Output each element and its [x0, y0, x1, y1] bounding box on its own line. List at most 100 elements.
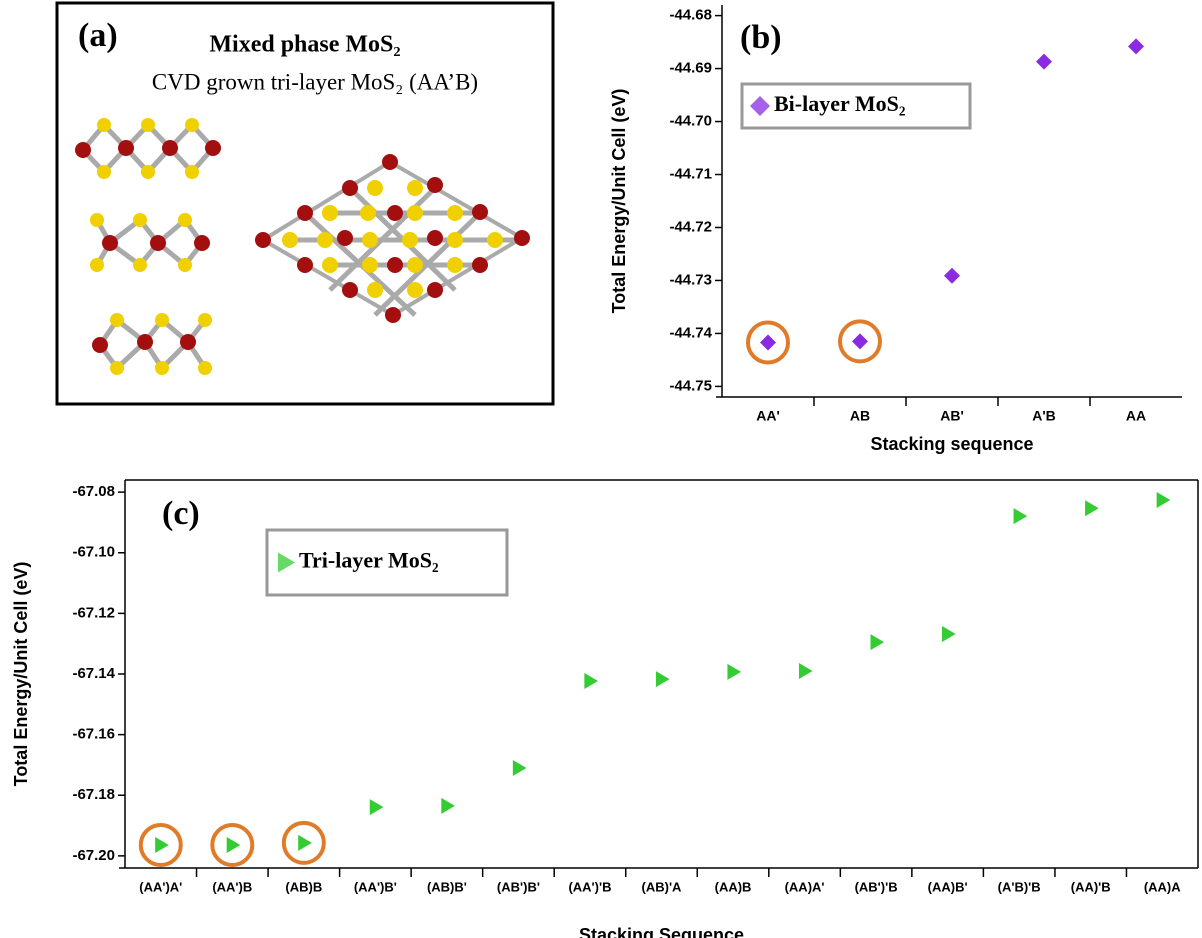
atom: [141, 165, 155, 179]
atom: [427, 282, 443, 298]
legend-label: Bi-layer MoS₂: [774, 91, 906, 116]
atom: [385, 307, 401, 323]
atom: [162, 140, 178, 156]
x-axis-label: Stacking sequence: [870, 434, 1033, 454]
atom: [447, 205, 463, 221]
panel-label: (c): [162, 495, 200, 532]
panel-frame: [55, 1, 555, 406]
atom: [97, 118, 111, 132]
point: [226, 836, 241, 853]
atom: [90, 258, 104, 272]
point: [1036, 53, 1052, 70]
y-tick-label: -44.73: [669, 271, 712, 288]
atom: [155, 313, 169, 327]
y-axis-label: Total Energy/Unit Cell (eV): [11, 562, 31, 787]
x-tick-label: AB': [940, 408, 964, 424]
point: [512, 759, 527, 776]
x-tick-label: (AB)B: [285, 879, 322, 894]
panel-subtitle: CVD grown tri-layer MoS₂ (AA’B): [152, 69, 478, 94]
atom: [472, 204, 488, 220]
point: [852, 333, 868, 350]
atom: [90, 213, 104, 227]
molecule-side-views: [75, 118, 221, 375]
atom: [322, 257, 338, 273]
atom: [447, 257, 463, 273]
atom: [407, 257, 423, 273]
point: [369, 799, 384, 816]
atom: [180, 334, 196, 350]
y-tick-label: -44.72: [669, 218, 712, 235]
atom: [317, 232, 333, 248]
legend-label: Tri-layer MoS₂: [299, 548, 439, 573]
atom: [137, 334, 153, 350]
highlight-ring: [210, 822, 255, 867]
x-tick-label: AA: [1126, 408, 1146, 424]
point: [584, 672, 598, 689]
atom: [387, 257, 403, 273]
highlight-ring: [138, 822, 183, 867]
atom: [367, 282, 383, 298]
y-axis-label: Total Energy/Unit Cell (eV): [609, 89, 629, 314]
y-tick-label: -44.69: [669, 60, 712, 77]
x-tick-label: (AA')B': [354, 879, 397, 894]
atom: [362, 257, 378, 273]
atom: [75, 142, 91, 158]
point: [760, 334, 776, 351]
x-tick-label: (AB)'A: [642, 879, 683, 894]
y-tick-label: -67.08: [72, 483, 115, 500]
x-tick-label: (AA)B: [715, 879, 752, 894]
legend-box: [265, 528, 509, 597]
point: [944, 267, 960, 284]
atom: [178, 258, 192, 272]
chart: -67.08 -67.10 -67.12 -67.14 -67.16 -67.18 -67.…: [11, 479, 1199, 938]
bond: [303, 211, 417, 317]
atom: [178, 213, 192, 227]
y-tick-label: -44.70: [669, 113, 712, 130]
atom: [427, 177, 443, 193]
atom: [198, 361, 212, 375]
point: [727, 663, 742, 680]
atom: [360, 205, 376, 221]
atom: [133, 258, 147, 272]
atom: [185, 165, 199, 179]
atom: [407, 180, 423, 196]
x-tick-label: (AA')B: [212, 879, 252, 894]
x-tick-label: (AA)'B: [1071, 879, 1111, 894]
atom: [297, 205, 313, 221]
x-tick-label: (AA')A': [139, 879, 182, 894]
legend-marker: [750, 96, 770, 116]
atom: [407, 205, 423, 221]
x-tick-label: AA': [756, 408, 780, 424]
atom: [150, 235, 166, 251]
atom: [472, 257, 488, 273]
atom: [205, 140, 221, 156]
atom: [487, 232, 503, 248]
highlight-ring: [838, 319, 882, 364]
atom: [185, 118, 199, 132]
atom: [102, 235, 118, 251]
atom: [382, 154, 398, 170]
y-tick-label: -67.10: [72, 544, 115, 561]
point: [655, 671, 670, 688]
point: [1128, 38, 1144, 55]
point: [441, 797, 455, 814]
y-tick-label: -44.68: [669, 7, 712, 24]
y-tick-label: -44.71: [669, 165, 712, 182]
chart: -44.68 -44.69 -44.70 -44.71 -44.72 -44.73 -44.…: [609, 5, 1182, 454]
atom: [342, 180, 358, 196]
atom: [297, 257, 313, 273]
y-tick-label: -44.74: [669, 324, 712, 341]
point: [1013, 508, 1028, 525]
atom: [322, 205, 338, 221]
y-tick-label: -67.14: [72, 665, 115, 682]
atom: [155, 361, 169, 375]
panel-label: (b): [740, 19, 782, 56]
atom: [367, 180, 383, 196]
y-tick-label: -67.18: [72, 786, 115, 803]
atom: [514, 230, 530, 246]
atom: [447, 232, 463, 248]
point: [798, 662, 813, 679]
panel-label: (a): [78, 17, 118, 54]
highlight-ring: [281, 820, 326, 865]
